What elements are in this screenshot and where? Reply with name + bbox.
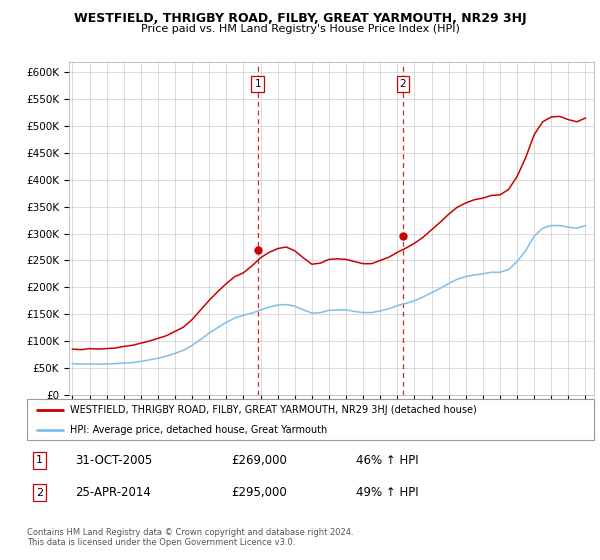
Text: Price paid vs. HM Land Registry's House Price Index (HPI): Price paid vs. HM Land Registry's House …: [140, 24, 460, 34]
Text: £295,000: £295,000: [231, 486, 287, 500]
Text: £269,000: £269,000: [231, 454, 287, 467]
Text: 49% ↑ HPI: 49% ↑ HPI: [356, 486, 418, 500]
Text: HPI: Average price, detached house, Great Yarmouth: HPI: Average price, detached house, Grea…: [70, 424, 327, 435]
Text: 1: 1: [254, 79, 261, 89]
Text: 31-OCT-2005: 31-OCT-2005: [75, 454, 152, 467]
Text: 2: 2: [36, 488, 43, 498]
Text: WESTFIELD, THRIGBY ROAD, FILBY, GREAT YARMOUTH, NR29 3HJ: WESTFIELD, THRIGBY ROAD, FILBY, GREAT YA…: [74, 12, 526, 25]
Text: WESTFIELD, THRIGBY ROAD, FILBY, GREAT YARMOUTH, NR29 3HJ (detached house): WESTFIELD, THRIGBY ROAD, FILBY, GREAT YA…: [70, 405, 476, 415]
Text: 25-APR-2014: 25-APR-2014: [75, 486, 151, 500]
Text: 1: 1: [36, 455, 43, 465]
Text: Contains HM Land Registry data © Crown copyright and database right 2024.
This d: Contains HM Land Registry data © Crown c…: [27, 528, 353, 547]
Text: 2: 2: [400, 79, 406, 89]
Text: 46% ↑ HPI: 46% ↑ HPI: [356, 454, 418, 467]
